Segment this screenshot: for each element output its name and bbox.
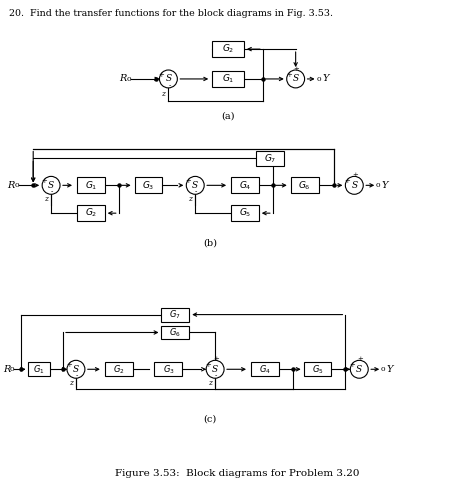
Text: +: +	[159, 71, 164, 79]
Bar	[77, 177, 105, 193]
Text: $G_5$: $G_5$	[239, 207, 251, 220]
Text: o: o	[381, 365, 385, 373]
Text: $G_4$: $G_4$	[238, 179, 251, 191]
Bar	[212, 41, 244, 57]
Circle shape	[159, 70, 177, 88]
Text: -: -	[76, 372, 78, 380]
Circle shape	[346, 176, 363, 194]
Circle shape	[206, 360, 224, 378]
Text: $G_6$: $G_6$	[298, 179, 311, 191]
Bar	[28, 362, 50, 376]
Text: $G_3$: $G_3$	[142, 179, 155, 191]
Text: +: +	[294, 65, 300, 73]
Text: R: R	[3, 365, 10, 374]
Text: $G_3$: $G_3$	[163, 363, 174, 375]
Text: +: +	[213, 356, 219, 363]
Text: o: o	[376, 181, 381, 189]
Text: S: S	[356, 365, 362, 374]
Circle shape	[42, 176, 60, 194]
Text: S: S	[212, 365, 218, 374]
Text: R: R	[119, 75, 127, 83]
Bar	[251, 362, 279, 376]
Text: o: o	[10, 365, 15, 373]
Text: +: +	[205, 361, 211, 369]
Text: +: +	[286, 71, 292, 79]
Text: o: o	[316, 75, 321, 83]
Bar	[162, 325, 189, 339]
Text: $G_7$: $G_7$	[170, 308, 181, 321]
Text: $G_7$: $G_7$	[264, 152, 276, 165]
Text: Y: Y	[382, 181, 388, 190]
Text: o: o	[127, 75, 131, 83]
Text: z: z	[69, 379, 73, 387]
Text: z: z	[44, 195, 48, 203]
Text: S: S	[192, 181, 198, 190]
Text: (a): (a)	[221, 111, 235, 120]
Text: +: +	[66, 361, 72, 369]
Bar	[304, 362, 331, 376]
Text: z: z	[162, 90, 165, 98]
Text: +: +	[41, 177, 47, 186]
Bar	[291, 177, 319, 193]
Text: $G_1$: $G_1$	[33, 363, 45, 375]
Text: (c): (c)	[203, 414, 217, 424]
Text: S: S	[292, 75, 299, 83]
Text: R: R	[8, 181, 15, 190]
Text: $G_4$: $G_4$	[259, 363, 271, 375]
Text: $G_2$: $G_2$	[85, 207, 97, 220]
Text: +: +	[353, 171, 358, 179]
Circle shape	[287, 70, 305, 88]
Text: (b): (b)	[203, 239, 217, 247]
Text: z: z	[188, 195, 192, 203]
Circle shape	[67, 360, 85, 378]
Text: Y: Y	[322, 75, 329, 83]
Text: +: +	[185, 177, 191, 186]
Bar	[231, 205, 259, 221]
Text: S: S	[73, 365, 79, 374]
Text: $G_2$: $G_2$	[113, 363, 125, 375]
Bar	[231, 177, 259, 193]
Circle shape	[186, 176, 204, 194]
Text: S: S	[165, 75, 172, 83]
Text: $G_5$: $G_5$	[312, 363, 323, 375]
Text: +: +	[345, 177, 350, 186]
Text: $G_2$: $G_2$	[222, 43, 234, 56]
Text: $G_1$: $G_1$	[85, 179, 97, 191]
Bar	[155, 362, 182, 376]
Bar	[256, 150, 284, 167]
Text: Figure 3.53:  Block diagrams for Problem 3.20: Figure 3.53: Block diagrams for Problem …	[115, 469, 359, 478]
Text: -: -	[51, 188, 53, 196]
Text: -: -	[195, 188, 198, 196]
Text: 20.  Find the transfer functions for the block diagrams in Fig. 3.53.: 20. Find the transfer functions for the …	[9, 9, 333, 19]
Bar	[212, 71, 244, 87]
Text: S: S	[48, 181, 54, 190]
Circle shape	[350, 360, 368, 378]
Text: $G_6$: $G_6$	[170, 326, 181, 339]
Text: -: -	[215, 372, 217, 380]
Bar	[77, 205, 105, 221]
Text: $G_1$: $G_1$	[222, 73, 234, 85]
Text: S: S	[351, 181, 357, 190]
Bar	[162, 308, 189, 321]
Text: z: z	[208, 379, 212, 387]
Text: +: +	[349, 361, 355, 369]
Text: o: o	[15, 181, 19, 189]
Bar	[135, 177, 163, 193]
Text: -: -	[168, 82, 171, 90]
Bar	[105, 362, 133, 376]
Text: Y: Y	[387, 365, 393, 374]
Text: +: +	[357, 356, 363, 363]
